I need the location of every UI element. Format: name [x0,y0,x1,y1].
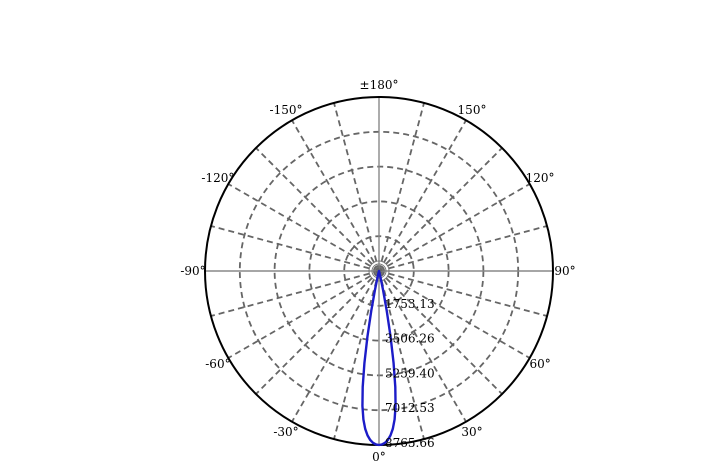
grid-spoke [378,102,425,272]
grid-spoke [378,270,531,359]
grid-spoke [210,225,380,272]
center-ring [371,263,387,279]
angle-labels: ±180° 150° 120° 90° 60° 30° 0° -30° -60° -90° -120… [180,78,575,464]
angle-label: 150° [458,103,487,117]
ring-value-label: 5259.40 [385,366,435,380]
angle-label: 90° [554,264,575,278]
ring-value-label: 7012.53 [385,401,435,415]
grid-spoke [378,119,467,272]
grid-spoke [227,270,380,359]
polar-grid [205,97,553,445]
series-layer [361,269,397,447]
grid-spoke [378,183,531,272]
grid-spoke [333,102,380,272]
grid-spoke [378,270,503,395]
ring-labels: 1753.13 3506.26 5259.40 7012.53 8765.66 [385,297,435,450]
grid-spoke [255,270,380,395]
grid-spoke [255,147,380,272]
angle-label: -90° [180,264,205,278]
ring-value-label: 1753.13 [385,297,435,311]
grid-spoke [378,270,467,423]
angle-label: 60° [529,357,550,371]
grid-spoke [210,270,380,317]
grid-spoke [378,147,503,272]
angle-label: -30° [273,425,298,439]
angle-label: 0° [372,450,386,464]
angle-label: -60° [205,357,230,371]
grid-spoke [291,119,380,272]
grid-spoke [378,270,425,440]
ring-value-label: 3506.26 [385,332,435,346]
grid-spoke [378,270,548,317]
angle-label: -120° [201,171,234,185]
grid-spoke [333,270,380,440]
series-line [361,269,397,447]
angle-label: -150° [270,103,303,117]
angle-label: 120° [526,171,555,185]
grid-spoke [291,270,380,423]
center-ring [368,260,390,282]
angle-label: ±180° [360,78,399,92]
angle-label: 30° [461,425,482,439]
grid-spoke [227,183,380,272]
grid-spoke [378,225,548,272]
ring-value-label: 8765.66 [385,436,435,450]
